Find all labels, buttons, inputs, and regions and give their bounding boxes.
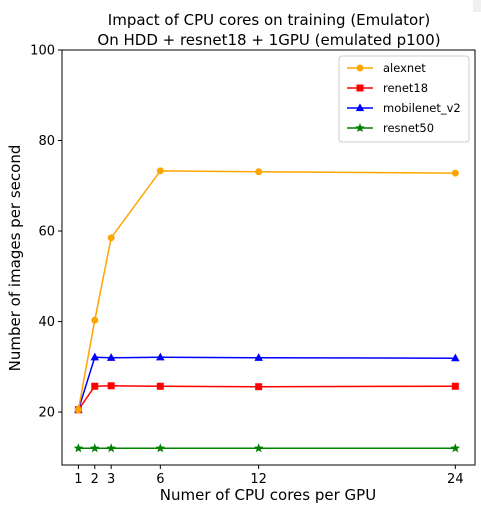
legend-box: [338, 55, 470, 143]
chart-title: Impact of CPU cores on training (Emulato…: [108, 11, 430, 29]
legend-marker: [356, 64, 364, 72]
data-point-resnet50: [450, 443, 461, 453]
data-point-renet18: [451, 382, 459, 390]
data-point-renet18: [156, 382, 164, 390]
legend-label: renet18: [383, 81, 428, 95]
data-point-alexnet: [91, 316, 99, 324]
legend-marker: [355, 103, 365, 112]
y-tick-label: 60: [38, 225, 55, 240]
data-point-resnet50: [155, 443, 166, 453]
series-line-alexnet: [77, 170, 456, 410]
x-axis-label: Numer of CPU cores per GPU: [160, 486, 376, 504]
legend: alexnet renet18 mobilenet_v2 resnet50: [338, 55, 470, 143]
legend-label: resnet50: [383, 121, 434, 135]
series-line-renet18: [77, 385, 456, 411]
data-point-mobilenet_v2: [156, 352, 165, 361]
data-point-renet18: [255, 383, 263, 391]
legend-label: mobilenet_v2: [383, 101, 461, 115]
y-axis-label: Number of images per second: [6, 145, 24, 372]
data-point-alexnet: [107, 234, 115, 242]
x-tick-label: 24: [447, 472, 464, 487]
data-point-resnet50: [73, 443, 84, 453]
x-tick-label: 12: [250, 472, 267, 487]
x-tick-label: 1: [74, 472, 82, 487]
x-tick-label: 2: [91, 472, 99, 487]
y-tick-label: 80: [38, 134, 55, 149]
series-line-mobilenet_v2: [77, 356, 456, 411]
data-point-alexnet: [74, 406, 82, 414]
data-point-resnet50: [89, 443, 100, 453]
legend-marker: [356, 84, 364, 92]
x-tick-label: 6: [156, 472, 164, 487]
data-point-resnet50: [253, 443, 264, 453]
y-tick-label: 20: [38, 406, 55, 421]
legend-marker: [355, 122, 365, 133]
plot-frame: [61, 49, 476, 466]
data-point-resnet50: [106, 443, 116, 453]
data-point-mobilenet_v2: [106, 353, 116, 361]
data-point-alexnet: [451, 169, 459, 177]
y-tick-label: 100: [30, 44, 55, 59]
chart-subtitle: On HDD + resnet18 + 1GPU (emulated p100): [97, 31, 440, 49]
y-tick-label: 40: [38, 315, 55, 330]
data-point-alexnet: [156, 167, 164, 175]
legend-label: alexnet: [383, 61, 426, 75]
x-tick-label: 3: [107, 472, 115, 487]
window-corner: [473, 0, 481, 12]
data-point-mobilenet_v2: [90, 352, 100, 361]
data-point-mobilenet_v2: [451, 353, 460, 362]
data-point-alexnet: [255, 168, 263, 176]
data-point-renet18: [91, 382, 99, 390]
data-point-mobilenet_v2: [254, 353, 263, 361]
data-point-renet18: [107, 382, 115, 390]
